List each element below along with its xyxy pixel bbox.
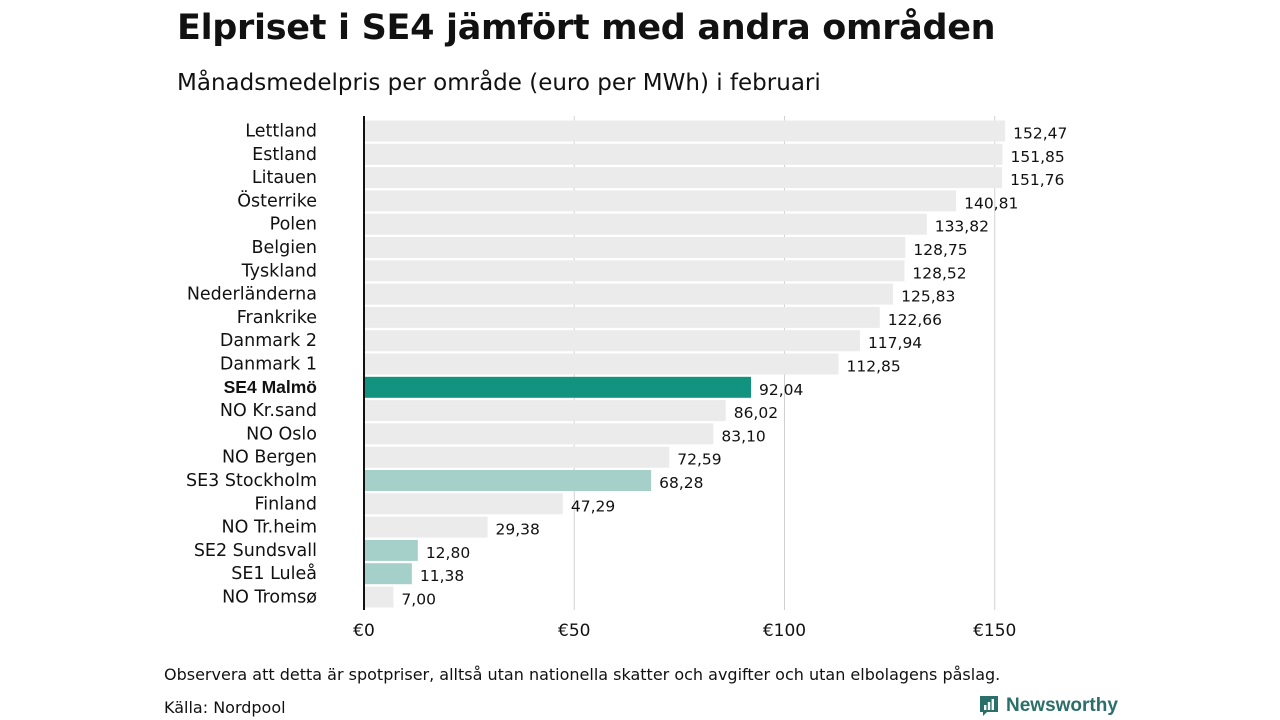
bar <box>364 516 488 538</box>
x-tick-label: €100 <box>763 621 806 641</box>
category-label: SE2 Sundsvall <box>194 541 317 561</box>
newsworthy-logo-icon <box>980 696 998 716</box>
value-label: 29,38 <box>496 521 540 539</box>
bar <box>364 423 714 445</box>
bar <box>364 306 880 328</box>
value-label: 112,85 <box>847 358 901 376</box>
category-label: Danmark 1 <box>220 355 317 375</box>
category-label: Litauen <box>252 168 317 188</box>
category-label: Danmark 2 <box>220 331 317 351</box>
bar <box>364 260 905 282</box>
category-label: NO Oslo <box>246 424 317 444</box>
chart-title: Elpriset i SE4 jämfört med andra områden <box>177 8 996 48</box>
category-label: Österrike <box>237 189 317 211</box>
value-label: 117,94 <box>868 334 922 352</box>
bars <box>364 120 1006 608</box>
value-label: 68,28 <box>659 474 703 492</box>
category-label: Polen <box>270 215 317 235</box>
bar <box>364 586 394 608</box>
brand-logo: Newsworthy <box>978 694 1118 718</box>
bar <box>364 470 652 491</box>
value-label: 152,47 <box>1013 125 1067 143</box>
bar <box>364 283 894 305</box>
category-label: NO Tromsø <box>222 588 317 608</box>
category-label: NO Kr.sand <box>220 401 317 421</box>
value-label: 128,52 <box>912 264 966 282</box>
category-label: SE3 Stockholm <box>186 471 317 491</box>
value-label: 12,80 <box>426 544 470 562</box>
footnote: Observera att detta är spotpriser, allts… <box>164 665 1001 684</box>
category-label: Frankrike <box>237 308 317 328</box>
brand-name: Newsworthy <box>1006 695 1118 716</box>
source-label: Källa: Nordpool <box>164 698 286 717</box>
value-label: 47,29 <box>571 497 615 515</box>
bar <box>364 213 927 235</box>
value-label: 122,66 <box>888 311 942 329</box>
bar <box>364 120 1006 142</box>
bar <box>364 376 752 398</box>
category-label: Nederländerna <box>187 285 317 305</box>
category-label: NO Bergen <box>222 448 317 468</box>
category-label: SE4 Malmö <box>224 377 317 397</box>
value-label: 125,83 <box>901 288 955 306</box>
bar <box>364 353 839 375</box>
bar <box>364 563 412 585</box>
bar <box>364 190 957 212</box>
value-label: 140,81 <box>964 194 1018 212</box>
x-tick-label: €0 <box>353 621 375 641</box>
bar <box>364 330 860 352</box>
bar <box>364 539 418 561</box>
bar <box>364 400 726 422</box>
chart-subtitle: Månadsmedelpris per område (euro per MWh… <box>177 70 821 96</box>
category-label: Finland <box>254 494 317 514</box>
value-label: 11,38 <box>420 567 464 585</box>
category-label: SE1 Luleå <box>231 563 317 584</box>
value-label: 128,75 <box>913 241 967 259</box>
bar <box>364 143 1003 165</box>
x-tick-label: €150 <box>973 621 1016 641</box>
value-label: 133,82 <box>935 218 989 236</box>
value-label: 86,02 <box>734 404 778 422</box>
bar <box>364 493 563 515</box>
x-axis-ticks: €0 €50 €100 €150 <box>353 621 1016 641</box>
category-label: Tyskland <box>241 261 317 281</box>
value-labels: 152,47 151,85 151,76 140,81 133,82 128,75 128,… <box>401 125 1067 609</box>
bar <box>364 237 906 258</box>
category-label: Belgien <box>252 238 317 258</box>
value-label: 7,00 <box>401 591 436 609</box>
bar <box>364 167 1003 189</box>
category-label: Lettland <box>245 122 317 142</box>
value-label: 151,85 <box>1011 148 1065 166</box>
value-label: 151,76 <box>1010 171 1064 189</box>
x-tick-label: €50 <box>558 621 590 641</box>
value-label: 83,10 <box>721 427 765 445</box>
value-label: 72,59 <box>677 451 721 469</box>
category-label: Estland <box>252 145 317 165</box>
bar <box>364 446 670 468</box>
category-label: NO Tr.heim <box>222 518 317 538</box>
value-label: 92,04 <box>759 381 803 399</box>
